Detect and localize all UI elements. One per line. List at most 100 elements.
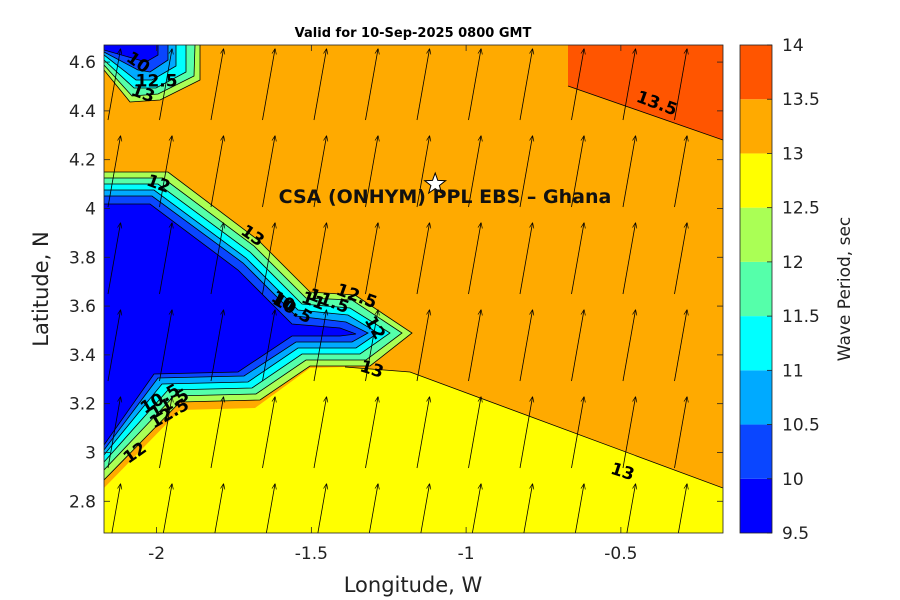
wave-arrow: [519, 223, 533, 295]
y-tick-label: 4.2: [69, 151, 96, 171]
wave-arrow: [674, 136, 688, 208]
x-axis-label: Longitude, W: [344, 573, 483, 597]
wave-arrow: [571, 136, 585, 208]
wave-arrow: [677, 484, 688, 533]
wave-arrow: [262, 49, 276, 121]
wave-arrow: [262, 136, 276, 208]
wave-arrow: [159, 310, 173, 382]
wave-arrow: [416, 310, 430, 382]
x-tick-label: -0.5: [604, 544, 637, 564]
wave-arrow: [416, 397, 430, 469]
wave-arrow: [674, 49, 688, 121]
wave-arrow: [468, 223, 482, 295]
wave-arrow: [622, 310, 636, 382]
wave-arrow: [159, 136, 173, 208]
wave-arrow: [571, 223, 585, 295]
wave-arrow: [159, 223, 173, 295]
colorbar-swatch: [740, 99, 772, 154]
colorbar-swatch: [740, 424, 772, 479]
wave-arrow: [468, 310, 482, 382]
wave-arrow: [210, 223, 224, 295]
colorbar-tick-label: 11: [782, 361, 804, 381]
wave-arrow: [574, 484, 585, 533]
wave-arrow: [416, 223, 430, 295]
x-axis-ticks: -2 -1.5 -1 -0.5: [148, 45, 637, 564]
wave-arrow: [368, 484, 379, 533]
wave-arrow: [571, 310, 585, 382]
wave-arrow: [111, 484, 121, 533]
wave-arrow: [262, 310, 276, 382]
wave-arrow: [622, 223, 636, 295]
colorbar-tick-label: 10: [782, 470, 804, 490]
y-tick-label: 3.4: [69, 346, 96, 366]
wave-arrow: [313, 223, 327, 295]
band-13.5-14: [568, 45, 723, 140]
wave-arrow: [313, 49, 327, 121]
colorbar-swatch: [740, 45, 772, 100]
colorbar-swatch: [740, 478, 772, 533]
wave-arrow: [159, 49, 173, 121]
colorbar-tick-label: 9.5: [782, 524, 809, 544]
wave-arrow: [519, 136, 533, 208]
wave-arrow: [107, 397, 121, 469]
wave-arrow: [262, 223, 276, 295]
wave-arrow: [365, 49, 379, 121]
wave-arrow: [313, 136, 327, 208]
colorbar-tick-label: 14: [782, 36, 804, 56]
y-axis-label: Latitude, N: [29, 231, 53, 347]
wave-arrow: [420, 484, 430, 533]
y-tick-label: 3.2: [69, 395, 96, 415]
colorbar-swatch: [740, 316, 772, 371]
wave-arrow: [107, 223, 121, 295]
wave-direction-arrows: [107, 49, 688, 533]
plot-frame: [103, 44, 724, 534]
contour-label: 12.5: [136, 71, 178, 91]
colorbar: 9.5 10 10.5 11 11.5 12 12.5 13 13.5 14: [739, 36, 820, 544]
colorbar-tick-label: 11.5: [782, 307, 820, 327]
wave-arrow: [365, 310, 379, 382]
colorbar-swatch: [740, 261, 772, 317]
wave-arrow: [162, 484, 173, 533]
band-12.5-13: [104, 367, 723, 533]
wave-arrow: [519, 397, 533, 469]
wave-arrow: [468, 397, 482, 469]
wave-arrow: [262, 397, 276, 469]
colorbar-tick-label: 13: [782, 144, 804, 164]
wave-arrow: [107, 49, 121, 121]
plot-title: Valid for 10-Sep-2025 0800 GMT: [295, 26, 532, 41]
y-tick-label: 4.4: [69, 102, 96, 122]
wave-arrow: [317, 484, 327, 533]
y-tick-label: 3: [85, 443, 96, 463]
wave-arrow: [519, 49, 533, 121]
wave-arrow: [519, 310, 533, 382]
wave-arrow: [523, 484, 533, 533]
wave-arrow: [571, 397, 585, 469]
y-tick-label: 4.6: [69, 53, 96, 73]
site-label: CSA (ONHYM) PPL EBS – Ghana: [279, 186, 612, 208]
contour-fill: [104, 45, 723, 533]
site-marker: [423, 171, 447, 195]
wave-arrow: [313, 310, 327, 382]
wave-arrow: [416, 49, 430, 121]
x-tick-label: -1: [458, 544, 475, 564]
wave-arrow: [622, 136, 636, 208]
wave-arrow: [674, 223, 688, 295]
wave-arrow: [571, 49, 585, 121]
y-tick-label: 4: [85, 199, 96, 219]
wave-arrow: [365, 397, 379, 469]
y-tick-label: 3.8: [69, 248, 96, 268]
wave-arrow: [471, 484, 482, 533]
colorbar-tick-label: 12: [782, 253, 804, 273]
colorbar-label: Wave Period, sec: [835, 217, 855, 362]
wave-arrow: [210, 310, 224, 382]
y-tick-label: 2.8: [69, 492, 96, 512]
colorbar-tick-label: 13.5: [782, 90, 820, 110]
y-axis-ticks: 2.8 3 3.2 3.4 3.6 3.8 4 4.2 4.4 4.6: [69, 53, 723, 512]
wave-arrow: [159, 397, 173, 469]
x-tick-label: -1.5: [295, 544, 328, 564]
wave-arrow: [210, 397, 224, 469]
wave-arrow: [416, 136, 430, 208]
wave-arrow: [313, 397, 327, 469]
wave-arrow: [210, 136, 224, 208]
